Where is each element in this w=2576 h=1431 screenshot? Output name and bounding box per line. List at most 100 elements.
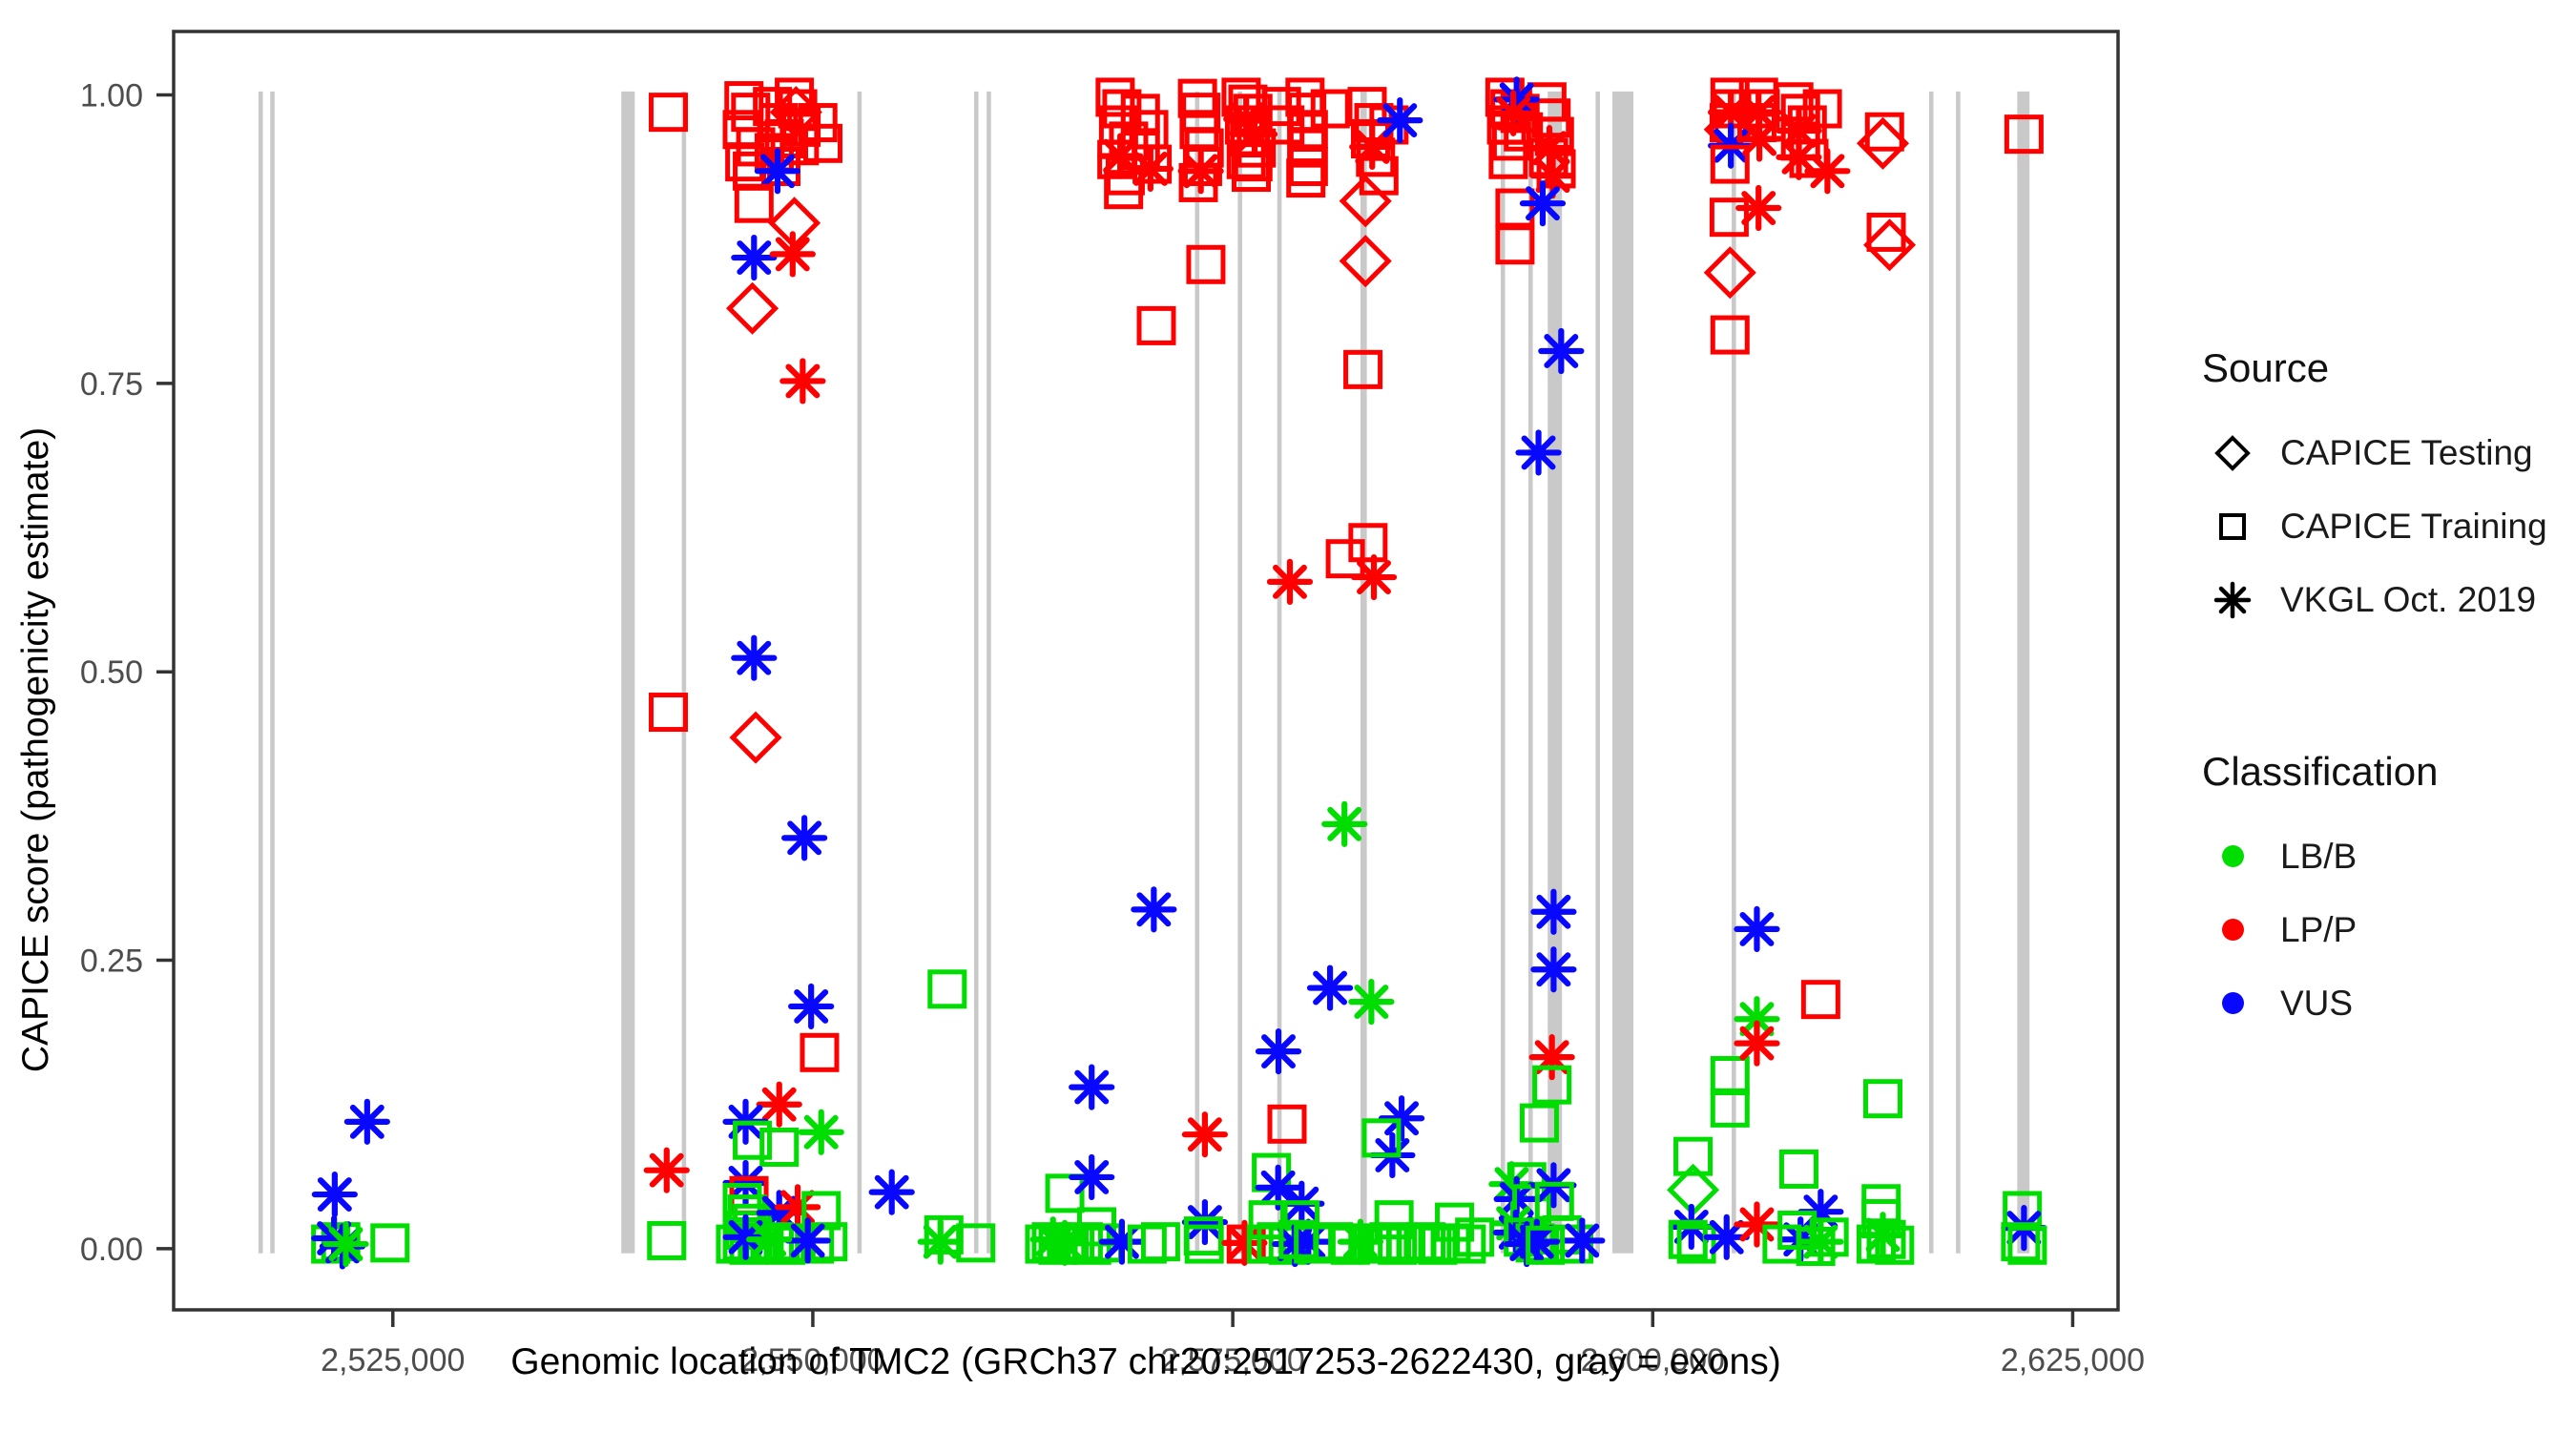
exon-band <box>987 91 991 1254</box>
exon-band <box>270 91 275 1254</box>
point-vkgl <box>798 1109 844 1155</box>
diamond-icon <box>2202 432 2263 474</box>
point-training <box>1455 1217 1495 1257</box>
point-training <box>1864 112 1904 152</box>
point-vkgl <box>756 1081 802 1128</box>
legend-label: LP/P <box>2280 909 2358 949</box>
exon-band <box>1360 91 1367 1254</box>
point-training <box>1875 1225 1915 1265</box>
point-vkgl <box>1734 1201 1780 1248</box>
point-training <box>724 81 764 121</box>
exon-band <box>857 91 862 1254</box>
x-tick-label: 2,525,000 <box>321 1342 465 1379</box>
exon-band <box>681 91 687 1254</box>
legend-item-lbb: LB/B <box>2202 819 2576 893</box>
point-training <box>1676 1224 1716 1264</box>
exon-band <box>1277 91 1282 1254</box>
point-training <box>1140 1222 1180 1262</box>
point-vkgl <box>1734 1020 1780 1067</box>
point-vkgl <box>1859 1212 1906 1258</box>
x-axis-title: Genomic location of TMC2 (GRCh37 chr20:2… <box>510 1341 1781 1382</box>
point-training <box>2007 1225 2047 1265</box>
point-training <box>1863 1079 1903 1119</box>
legend-item-vkgl: VKGL Oct. 2019 <box>2202 563 2576 636</box>
exon-band <box>1595 91 1601 1254</box>
point-vkgl <box>1177 148 1224 195</box>
point-vkgl <box>1041 1219 1089 1266</box>
exon-band <box>621 91 635 1254</box>
point-training <box>1866 1219 1906 1259</box>
point-vkgl <box>1377 97 1423 144</box>
point-vkgl <box>643 1147 690 1193</box>
legend-item-capice-testing: CAPICE Testing <box>2202 416 2576 489</box>
point-training <box>1774 82 1814 122</box>
y-tick-label: 0.50 <box>80 654 143 691</box>
exon-band <box>1527 91 1533 1254</box>
point-vkgl <box>1069 1153 1115 1201</box>
point-vkgl <box>1490 90 1537 136</box>
point-training <box>1288 146 1328 186</box>
y-tick-label: 1.00 <box>80 78 143 114</box>
legend-item-vus: VUS <box>2202 966 2576 1040</box>
point-training <box>1286 158 1326 198</box>
point-training <box>760 146 800 186</box>
point-training <box>803 123 843 163</box>
exon-band <box>258 91 263 1254</box>
point-training <box>1526 1225 1566 1265</box>
point-vkgl <box>788 983 835 1030</box>
point-training <box>1045 1173 1085 1213</box>
point-vkgl <box>1127 145 1174 193</box>
point-vkgl <box>1519 180 1567 227</box>
legend-label: VKGL Oct. 2019 <box>2280 579 2537 619</box>
x-tick-label: 2,550,000 <box>740 1342 884 1379</box>
point-vkgl <box>1349 123 1396 171</box>
point-training <box>1186 244 1226 284</box>
point-training <box>1796 1226 1836 1266</box>
point-vkgl <box>1559 1217 1606 1264</box>
point-training <box>798 103 838 143</box>
point-vkgl <box>1526 125 1573 172</box>
point-vkgl <box>784 1217 831 1264</box>
x-tick-label: 2,625,000 <box>2001 1342 2145 1379</box>
legend-label: CAPICE Testing <box>2280 432 2533 472</box>
point-training <box>647 1220 687 1260</box>
exon-band <box>973 91 979 1254</box>
point-training <box>800 1032 840 1072</box>
point-training <box>1184 1224 1224 1264</box>
point-vkgl <box>731 234 778 281</box>
point-vkgl <box>1069 1064 1115 1110</box>
point-testing <box>1703 246 1756 300</box>
y-tick-label: 0.75 <box>80 366 143 403</box>
point-testing <box>1339 175 1392 228</box>
point-testing <box>1856 116 1910 170</box>
point-training <box>927 969 967 1009</box>
point-vkgl <box>1530 888 1577 935</box>
point-training <box>1406 1222 1446 1262</box>
point-training <box>775 77 815 117</box>
point-training <box>649 693 689 733</box>
point-testing <box>729 711 782 764</box>
exon-band <box>1500 91 1506 1254</box>
exon-band <box>1195 91 1200 1254</box>
point-vkgl <box>1378 1095 1425 1142</box>
legend-item-capice-training: CAPICE Training <box>2202 489 2576 563</box>
point-vkgl <box>1181 1111 1228 1158</box>
point-training <box>1778 1149 1818 1189</box>
point-vkgl <box>1530 946 1577 993</box>
point-training <box>1310 89 1350 129</box>
point-vkgl <box>774 1184 821 1231</box>
y-tick-label: 0.25 <box>80 944 143 980</box>
point-vkgl <box>1735 184 1782 232</box>
point-training <box>1267 1104 1307 1144</box>
point-vkgl <box>1776 134 1822 180</box>
point-training <box>1446 1224 1486 1264</box>
point-training <box>2001 1222 2041 1262</box>
exon-band <box>1928 91 1934 1254</box>
exon-band <box>2017 91 2030 1254</box>
y-axis-title: CAPICE score (pathogenicity estimate) <box>15 426 56 1073</box>
red-dot-icon <box>2202 919 2263 941</box>
asterisk-icon <box>2202 577 2263 623</box>
point-training <box>1136 305 1176 345</box>
legend-label: VUS <box>2280 983 2354 1023</box>
